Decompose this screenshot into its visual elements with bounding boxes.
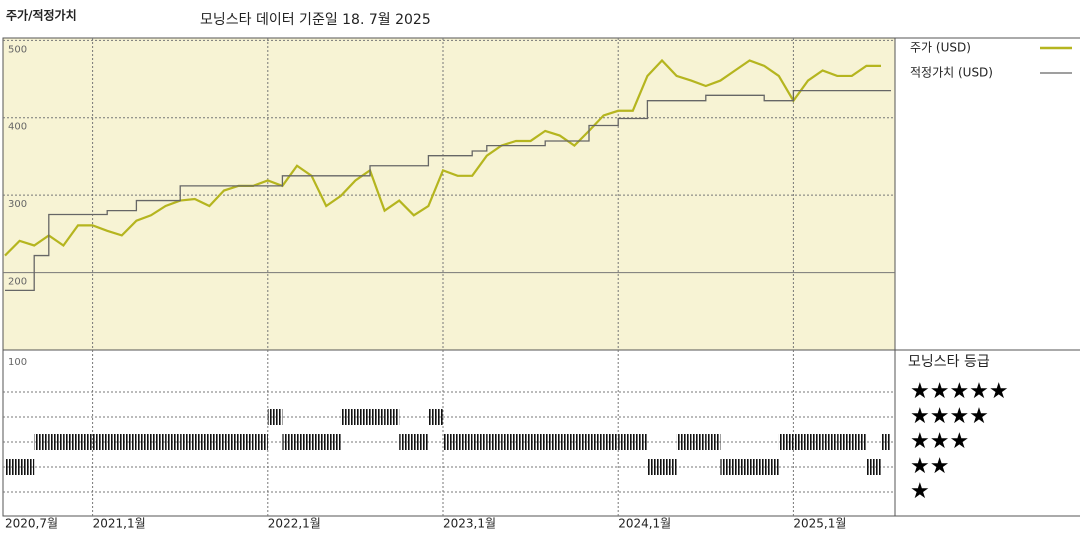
rating-bar (282, 434, 297, 450)
rating-bar (443, 434, 458, 450)
rating-bar (413, 434, 429, 450)
rating-bar (559, 434, 575, 450)
series-line (5, 89, 891, 292)
rating-bar (691, 434, 706, 450)
x-tick-label: 2023,1월 (443, 517, 496, 531)
rating-bar (457, 434, 473, 450)
rating-bar (340, 409, 356, 425)
rating-bar (647, 459, 662, 475)
rating-bar (501, 434, 516, 450)
rating-bar (78, 434, 93, 450)
rating-bar (194, 434, 210, 450)
rating-bar (472, 434, 487, 450)
rating-bar (370, 409, 385, 425)
rating-bar (326, 434, 341, 450)
rating-bar (851, 434, 867, 450)
rating-bar (267, 409, 283, 425)
rating-bar (486, 434, 502, 450)
rating-bar (808, 434, 823, 450)
rating-bar (253, 434, 268, 450)
rating-bar (19, 459, 35, 475)
rating-bar (720, 459, 735, 475)
rating-bar (662, 459, 677, 475)
plot-area (2, 37, 896, 351)
rating-bar (589, 434, 604, 450)
rating-bar (48, 434, 64, 450)
legend-label: 주가 (USD) (910, 41, 971, 55)
x-tick-label: 2025,1월 (793, 517, 846, 531)
rating-label: ★★ (910, 454, 949, 479)
series-line (4, 58, 881, 257)
rating-bar (778, 434, 794, 450)
chart-subtitle: 모닝스타 데이터 기준일 18. 7월 2025 (200, 12, 431, 28)
rating-label: ★★★★ (910, 404, 989, 429)
rating-bar (530, 434, 546, 450)
rating-bar (5, 459, 20, 475)
rating-label: ★★★ (910, 429, 969, 454)
rating-bar (63, 434, 78, 450)
y-tick-label: 300 (8, 199, 27, 210)
rating-bar (165, 434, 181, 450)
rating-bar (881, 434, 891, 450)
rating-bar (399, 434, 414, 450)
rating-bar (793, 434, 808, 450)
rating-bar (151, 434, 166, 450)
rating-bar (384, 409, 400, 425)
x-tick-label: 2021,1월 (93, 517, 146, 531)
x-tick-label: 2024,1월 (618, 517, 671, 531)
rating-bar (705, 434, 721, 450)
rating-bar (603, 434, 619, 450)
rating-bar (355, 409, 370, 425)
rating-bar (632, 434, 648, 450)
rating-bar (311, 434, 327, 450)
rating-bar (238, 434, 254, 450)
rating-bar (545, 434, 560, 450)
x-tick-label: 2020,7월 (5, 517, 58, 531)
y-tick-label: 500 (8, 44, 27, 55)
rating-label: ★ (910, 479, 930, 504)
rating-bar (180, 434, 195, 450)
rating-bar (676, 434, 692, 450)
rating-bar (224, 434, 239, 450)
rating-bar (121, 434, 137, 450)
rating-bar (618, 434, 633, 450)
chart-title: 주가/적정가치 (6, 8, 77, 23)
rating-bar (297, 434, 312, 450)
rating-axis-label: 100 (8, 357, 27, 368)
rating-bar (749, 459, 765, 475)
rating-bar (209, 434, 224, 450)
rating-bar (764, 459, 779, 475)
rating-bar (428, 409, 443, 425)
y-tick-label: 200 (8, 277, 27, 288)
rating-bar (822, 434, 838, 450)
rating-bar (735, 459, 750, 475)
y-tick-label: 400 (8, 122, 27, 133)
legend-label: 적정가치 (USD) (910, 66, 993, 80)
rating-bar (107, 434, 122, 450)
x-tick-label: 2022,1월 (268, 517, 321, 531)
rating-bar (92, 434, 108, 450)
rating-label: ★★★★★ (910, 379, 1009, 404)
rating-area (2, 349, 896, 517)
rating-bar (866, 459, 881, 475)
rating-bar (574, 434, 589, 450)
rating-title: 모닝스타 등급 (908, 354, 990, 370)
rating-bar (837, 434, 852, 450)
rating-bar (136, 434, 151, 450)
rating-bar (516, 434, 531, 450)
rating-bar (34, 434, 49, 450)
